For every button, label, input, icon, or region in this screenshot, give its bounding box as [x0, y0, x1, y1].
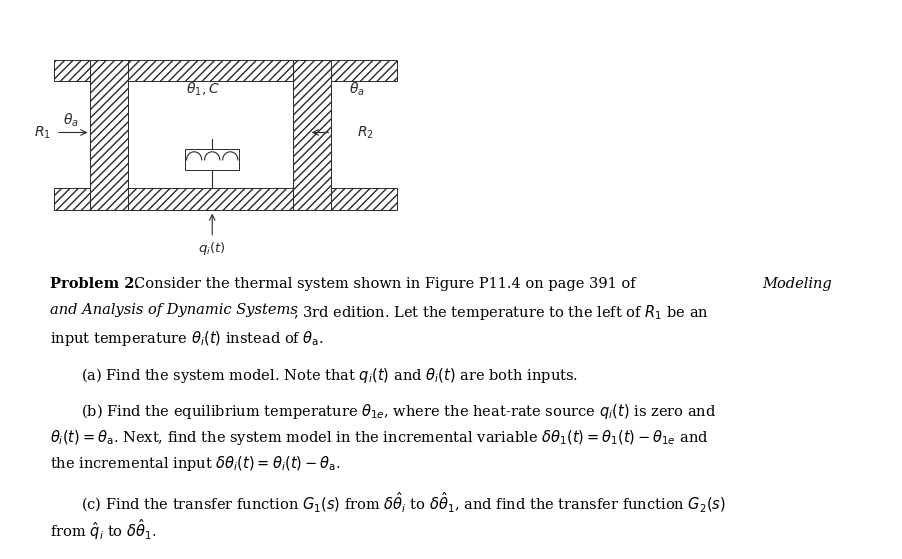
Text: the incremental input $\delta\theta_i(t) = \theta_i(t) - \theta_{\rm a}$.: the incremental input $\delta\theta_i(t)…	[50, 454, 340, 473]
Text: and Analysis of Dynamic Systems: and Analysis of Dynamic Systems	[50, 303, 298, 317]
Text: (c) Find the transfer function $G_1(s)$ from $\delta\hat{\theta}_i$ to $\delta\h: (c) Find the transfer function $G_1(s)$ …	[81, 491, 725, 515]
Text: , 3rd edition. Let the temperature to the left of $R_1$ be an: , 3rd edition. Let the temperature to th…	[293, 303, 709, 322]
Text: $\theta_a$: $\theta_a$	[348, 80, 364, 98]
Text: (b) Find the equilibrium temperature $\theta_{1e}$, where the heat-rate source $: (b) Find the equilibrium temperature $\t…	[81, 402, 716, 421]
Bar	[90, 60, 128, 210]
Text: $q_i(t)$: $q_i(t)$	[198, 240, 226, 257]
Text: Modeling: Modeling	[761, 277, 831, 291]
Bar	[185, 149, 239, 170]
Text: Problem 2.: Problem 2.	[50, 277, 139, 291]
Bar	[293, 60, 331, 210]
Text: $\theta_i(t) = \theta_{\rm a}$. Next, find the system model in the incremental v: $\theta_i(t) = \theta_{\rm a}$. Next, fi…	[50, 428, 707, 447]
Text: $R_1$: $R_1$	[33, 124, 51, 141]
Text: $\theta_a$: $\theta_a$	[62, 111, 78, 129]
Text: $R_2$: $R_2$	[356, 124, 373, 141]
Text: input temperature $\theta_i(t)$ instead of $\theta_{\rm a}$.: input temperature $\theta_i(t)$ instead …	[50, 329, 323, 348]
Text: (a) Find the system model. Note that $q_i(t)$ and $\theta_i(t)$ are both inputs.: (a) Find the system model. Note that $q_…	[81, 366, 578, 385]
Text: $\theta_1, C$: $\theta_1, C$	[186, 80, 220, 98]
Text: from $\hat{q}_i$ to $\delta\hat{\theta}_1$.: from $\hat{q}_i$ to $\delta\hat{\theta}_…	[50, 517, 156, 542]
Bar	[54, 188, 397, 210]
Text: Consider the thermal system shown in Figure P11.4 on page 391 of: Consider the thermal system shown in Fig…	[133, 277, 635, 291]
Bar	[54, 60, 397, 81]
